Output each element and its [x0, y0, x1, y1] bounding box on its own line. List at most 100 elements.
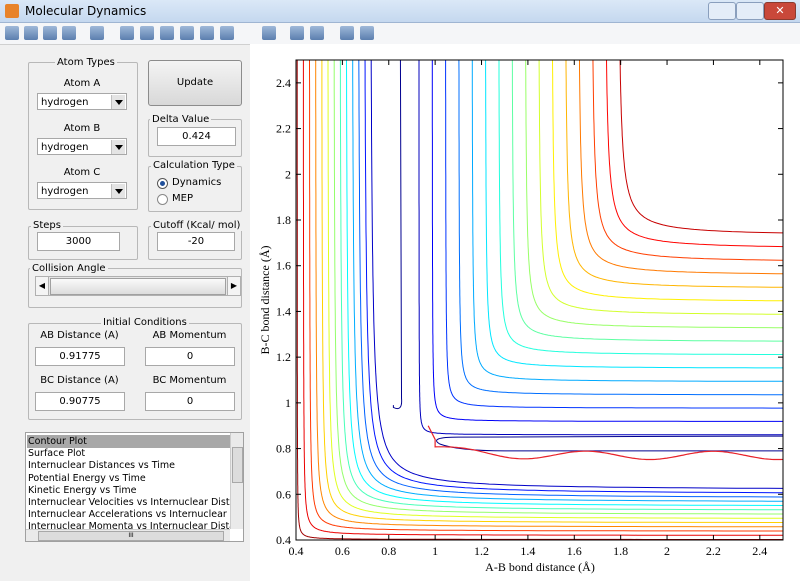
field-input[interactable]: 0 — [145, 392, 235, 411]
list-item[interactable]: Internuclear Distances vs Time — [28, 460, 175, 472]
toolbar-button[interactable] — [310, 26, 324, 40]
toolbar-button[interactable] — [24, 26, 38, 40]
atom-select[interactable]: hydrogen — [37, 93, 127, 110]
group-title: Atom Types — [55, 57, 117, 68]
group-title: Calculation Type — [151, 160, 237, 171]
toolbar-button[interactable] — [62, 26, 76, 40]
contour-line — [619, 60, 783, 234]
y-tick-label: 1.2 — [276, 350, 291, 364]
field-input[interactable]: 0.90775 — [35, 392, 125, 411]
axes-box — [295, 59, 784, 541]
toolbar-button[interactable] — [120, 26, 134, 40]
horizontal-scrollbar[interactable]: III — [26, 529, 230, 541]
steps-group — [28, 226, 138, 260]
field-label: BC Momentum — [152, 375, 227, 386]
contour-line — [565, 60, 783, 288]
toolbar-button[interactable] — [340, 26, 354, 40]
scrollbar-grip: III — [38, 531, 224, 541]
field-input[interactable]: 0 — [145, 347, 235, 366]
toolbar-button[interactable] — [360, 26, 374, 40]
radio-dynamics[interactable] — [157, 178, 168, 189]
y-tick-label: 1 — [285, 396, 291, 410]
toolbar-button[interactable] — [290, 26, 304, 40]
contour-line — [358, 60, 783, 498]
minimize-button[interactable] — [708, 2, 736, 20]
x-tick-label: 1 — [432, 544, 438, 558]
radio-mep[interactable] — [157, 194, 168, 205]
contour-line — [392, 60, 403, 410]
toolbar-button[interactable] — [180, 26, 194, 40]
toolbar-button[interactable] — [5, 26, 19, 40]
atom-select[interactable]: hydrogen — [37, 182, 127, 199]
contour-chart: A-B bond distance (Å) B-C bond distance … — [250, 44, 800, 581]
y-tick-label: 2.4 — [276, 76, 291, 90]
update-button[interactable]: Update — [148, 60, 242, 106]
toolbar-button[interactable] — [200, 26, 214, 40]
close-button[interactable]: ✕ — [764, 2, 796, 20]
x-axis-label: A-B bond distance (Å) — [485, 560, 595, 574]
toolbar-button[interactable] — [90, 26, 104, 40]
trajectory — [427, 425, 783, 461]
x-tick-label: 0.8 — [381, 544, 396, 558]
collision-angle-slider[interactable]: ◀ ▶ — [35, 276, 241, 296]
contour-line — [352, 60, 783, 502]
y-tick-label: 2 — [285, 167, 291, 181]
list-item[interactable]: Internuclear Momenta vs Internuclear Dis… — [28, 521, 230, 533]
group-title: Collision Angle — [30, 263, 108, 274]
x-tick-label: 0.4 — [289, 544, 304, 558]
contour-line — [418, 60, 783, 436]
app-icon — [5, 4, 19, 18]
toolbar — [0, 23, 800, 45]
y-tick-label: 2.2 — [276, 122, 291, 136]
contour-line — [511, 60, 783, 342]
list-item[interactable]: Kinetic Energy vs Time — [28, 484, 137, 496]
group-title: Delta Value — [150, 114, 212, 125]
toolbar-button[interactable] — [262, 26, 276, 40]
list-item[interactable]: Internuclear Accelerations vs Internucle… — [28, 509, 230, 521]
contour-line — [309, 60, 783, 532]
contour-line — [458, 60, 783, 396]
toolbar-button[interactable] — [220, 26, 234, 40]
contour-line — [327, 60, 783, 519]
group-title: Steps — [31, 220, 63, 231]
y-tick-label: 0.6 — [276, 487, 291, 501]
atom-select[interactable]: hydrogen — [37, 137, 127, 155]
radio-label: Dynamics — [172, 177, 222, 188]
list-item[interactable]: Internuclear Velocities vs Internuclear … — [28, 497, 230, 508]
contour-line — [471, 60, 783, 382]
contour-line — [436, 435, 783, 452]
group-title: Cutoff (Kcal/ mol) — [151, 220, 243, 231]
toolbar-button[interactable] — [160, 26, 174, 40]
cutoff-input[interactable]: -20 — [157, 232, 235, 251]
field-label: AB Momentum — [152, 330, 227, 341]
list-item[interactable]: Potential Energy vs Time — [28, 472, 146, 484]
contour-line — [315, 60, 783, 528]
atom-label: Atom C — [63, 167, 101, 178]
window-title: Molecular Dynamics — [25, 4, 147, 18]
field-label: BC Distance (A) — [40, 375, 119, 386]
list-item[interactable]: Contour Plot — [27, 435, 230, 448]
vertical-scrollbar[interactable] — [230, 433, 243, 529]
collision-angle-group — [28, 268, 242, 308]
delta-input[interactable]: 0.424 — [157, 127, 236, 146]
toolbar-button[interactable] — [140, 26, 154, 40]
maximize-button[interactable] — [736, 2, 764, 20]
contour-line — [370, 60, 783, 489]
contour-line — [431, 60, 783, 422]
radio-label: MEP — [172, 193, 193, 204]
steps-input[interactable]: 3000 — [37, 232, 120, 251]
plot-list: Contour Plot Surface Plot Internuclear Dis… — [25, 432, 244, 542]
field-input[interactable]: 0.91775 — [35, 347, 125, 366]
contour-line — [364, 60, 783, 494]
x-tick-label: 2.2 — [706, 544, 721, 558]
calculation-type-group — [148, 166, 242, 212]
contour-line — [525, 60, 783, 329]
list-item[interactable]: Surface Plot — [28, 448, 86, 460]
x-tick-label: 2.4 — [752, 544, 767, 558]
toolbar-button[interactable] — [43, 26, 57, 40]
contour-line — [498, 60, 783, 356]
contour-line — [538, 60, 783, 315]
y-axis-label: B-C bond distance (Å) — [258, 246, 272, 355]
x-tick-label: 2 — [664, 544, 670, 558]
